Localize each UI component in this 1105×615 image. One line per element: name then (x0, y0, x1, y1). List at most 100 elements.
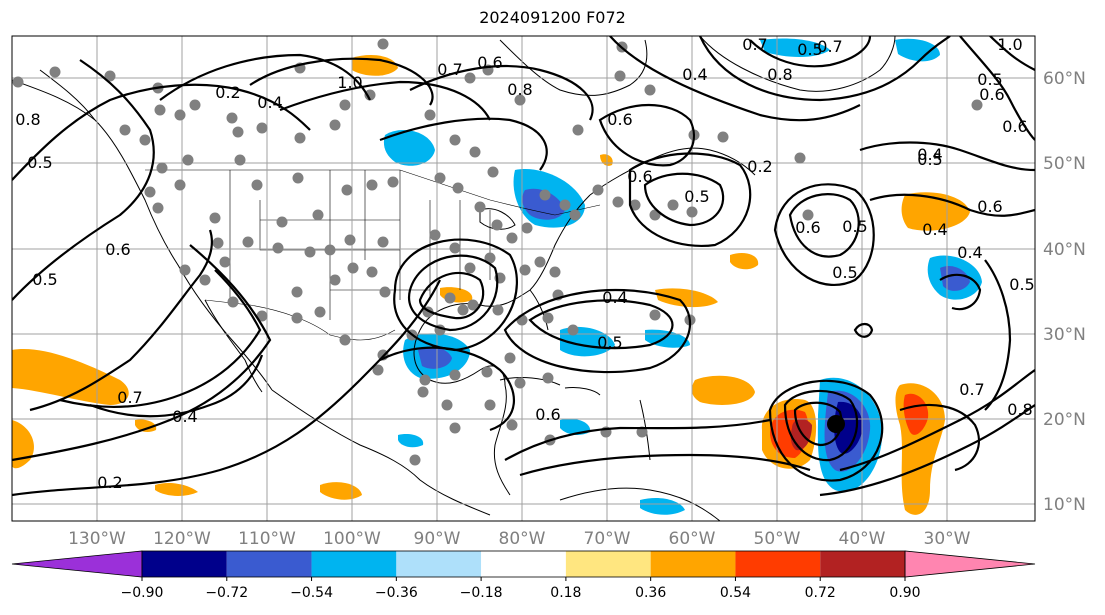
coast-hispaniola (564, 387, 601, 396)
station-dot (12, 76, 24, 88)
contour-label: 1.0 (997, 35, 1022, 54)
contour-label: 0.4 (682, 65, 707, 84)
station-dot (649, 309, 661, 321)
colorbar-segment (820, 551, 905, 577)
shade-orange (655, 288, 718, 308)
station-dot (592, 184, 604, 196)
coast-cuba (499, 377, 561, 386)
colorbar-segment (481, 551, 566, 577)
station-dot (567, 324, 579, 336)
station-dot (341, 184, 353, 196)
coast-south-america (559, 487, 721, 521)
colorbar-tick-label: 0.36 (635, 585, 666, 601)
contour-line (379, 117, 548, 171)
contour-line (773, 183, 875, 286)
station-dot (104, 70, 116, 82)
colorbar-segment (311, 551, 397, 577)
colorbar-segment (650, 551, 736, 577)
contour-line (749, 36, 872, 68)
lon-label: 110°W (238, 529, 296, 549)
colorbar-tick-label: −0.18 (460, 585, 503, 601)
lon-label: 80°W (499, 529, 546, 549)
coast-gulf (419, 194, 591, 331)
contour-line (504, 418, 771, 461)
colorbar-tick-label: −0.36 (375, 585, 418, 601)
station-dot (212, 237, 224, 249)
station-dot (636, 426, 648, 438)
coast-alaska-panhandle (39, 69, 96, 121)
station-dot (487, 166, 499, 178)
station-dot (491, 219, 503, 231)
contour-line (839, 369, 1035, 472)
contour-line (899, 403, 980, 472)
lat-label: 10°N (1043, 495, 1086, 515)
station-dot (794, 152, 806, 164)
contour-label: 0.4 (957, 243, 982, 262)
contour-label: 0.7 (437, 60, 462, 79)
station-dot (156, 162, 168, 174)
station-dot (329, 119, 341, 131)
contour-line (959, 36, 1035, 141)
station-dot (614, 70, 626, 82)
contour-lines (12, 36, 1035, 497)
contour-label: 0.8 (507, 80, 532, 99)
station-dot (449, 134, 461, 146)
lat-label: 30°N (1043, 325, 1086, 345)
contour-line (379, 346, 515, 432)
contour-label: 0.5 (842, 217, 867, 236)
station-dot (339, 99, 351, 111)
station-dot (549, 266, 561, 278)
station-dot (199, 274, 211, 286)
station-dot (686, 206, 698, 218)
shade-lightblue (640, 498, 685, 515)
contour-line (698, 36, 951, 102)
station-dot (232, 126, 244, 138)
lon-label: 50°W (754, 529, 801, 549)
contour-line (279, 80, 491, 121)
lon-label: 70°W (584, 529, 631, 549)
contour-line (29, 229, 214, 412)
contour-label: 0.5 (1009, 275, 1034, 294)
shade-medblue (522, 188, 565, 220)
contour-label: 0.2 (97, 473, 122, 492)
station-dot (364, 89, 376, 101)
contour-line (89, 354, 264, 418)
station-dot (139, 134, 151, 146)
contour-label: 0.7 (742, 35, 767, 54)
station-dot (569, 209, 581, 221)
contour-label: 0.8 (15, 110, 40, 129)
coast-north-america-west (12, 79, 273, 391)
station-dot (417, 386, 429, 398)
contour-label: 0.5 (597, 333, 622, 352)
map-title: 2024091200 F072 (479, 8, 626, 27)
contour-label: 0.6 (535, 405, 560, 424)
contour-label: 1.0 (337, 73, 362, 92)
colorbar-extend-min (11, 550, 143, 578)
station-dot (324, 244, 336, 256)
station-dot (467, 299, 479, 311)
lon-label: 100°W (323, 529, 381, 549)
colorbar-segment (565, 551, 651, 577)
station-dot (226, 112, 238, 124)
colorbar-tick-label: 0.18 (550, 585, 581, 601)
contour-line (989, 36, 1035, 71)
station-dot (474, 201, 486, 213)
station-dot (492, 304, 504, 316)
contour-label: 0.5 (917, 150, 942, 169)
lat-label: 60°N (1043, 69, 1086, 89)
shade-lightblue (398, 434, 424, 448)
contour-line (793, 401, 843, 447)
contour-label: 0.6 (979, 85, 1004, 104)
colorbar-outline (141, 550, 906, 578)
contour-line (598, 104, 695, 167)
contour-label: 0.7 (817, 37, 842, 56)
shade-orange (155, 482, 198, 496)
shade-orange (730, 253, 759, 270)
contour-line (12, 59, 155, 301)
contour-line (643, 172, 725, 227)
station-dot (174, 179, 186, 191)
colorbar-tick-label: 0.90 (889, 585, 920, 601)
station-dot (179, 264, 191, 276)
contour-line (418, 271, 485, 320)
